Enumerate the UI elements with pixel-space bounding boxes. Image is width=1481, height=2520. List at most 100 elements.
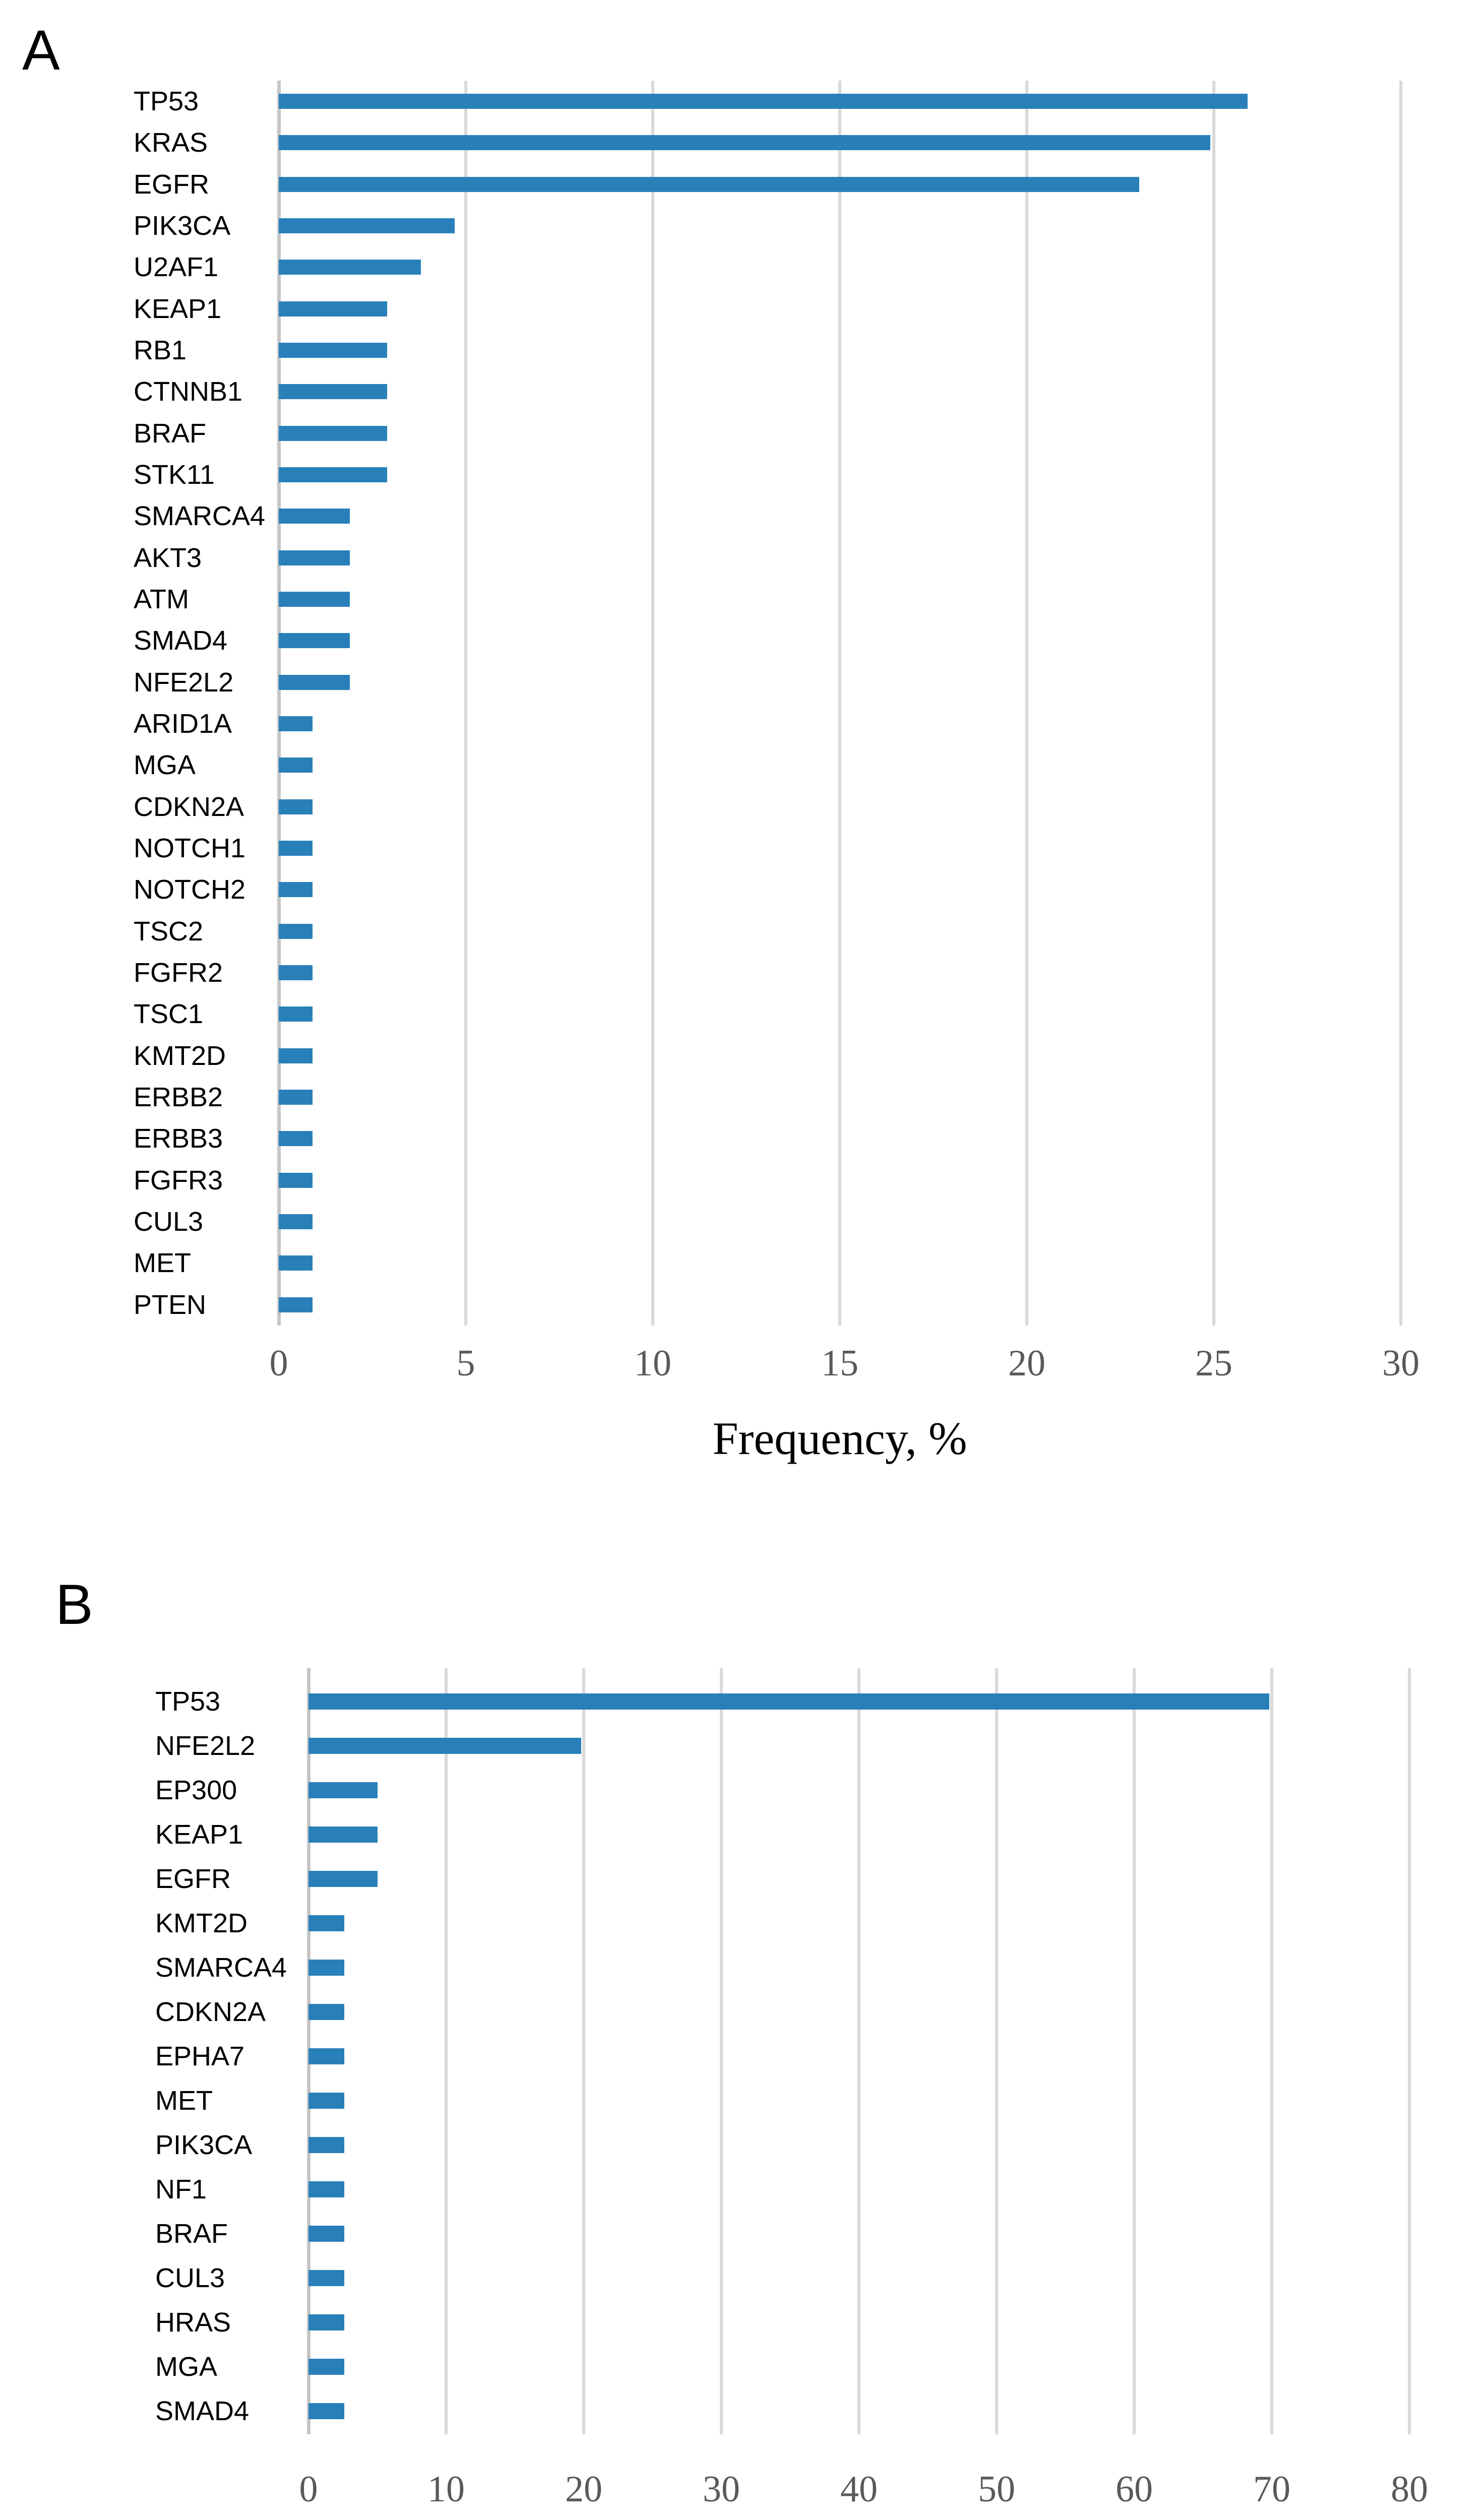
bar-rb1 <box>279 343 387 358</box>
bar-notch2 <box>279 882 313 897</box>
bar-braf <box>308 2226 344 2242</box>
x-tick-label: 20 <box>565 2469 602 2510</box>
bar-fgfr3 <box>279 1173 313 1188</box>
category-label: CDKN2A <box>134 792 244 822</box>
y-axis-line <box>277 81 281 1326</box>
x-tick-label: 30 <box>703 2469 740 2510</box>
category-label: NF1 <box>155 2174 207 2204</box>
bar-egfr <box>308 1871 378 1887</box>
category-label: TSC1 <box>134 999 204 1029</box>
gridline-x-70 <box>1270 1668 1273 2434</box>
x-tick-label: 10 <box>634 1343 671 1384</box>
x-tick-label: 15 <box>821 1343 858 1384</box>
bar-braf <box>279 426 387 441</box>
gridline-x-25 <box>1212 81 1215 1326</box>
bar-tsc2 <box>279 924 313 939</box>
category-label: CDKN2A <box>155 1997 266 2027</box>
category-label: BRAF <box>134 418 207 449</box>
category-label: HRAS <box>155 2307 231 2338</box>
x-tick-label: 80 <box>1391 2469 1428 2510</box>
category-label: FGFR2 <box>134 958 223 988</box>
bar-kras <box>279 135 1210 150</box>
category-label: CUL3 <box>155 2263 225 2293</box>
category-label: PIK3CA <box>155 2130 253 2160</box>
category-label: KEAP1 <box>155 1819 243 1850</box>
bar-cul3 <box>279 1214 313 1229</box>
x-tick-label: 10 <box>427 2469 465 2510</box>
bar-smad4 <box>308 2403 344 2419</box>
bar-nfe2l2 <box>279 675 350 690</box>
panel-letter-a: A <box>22 19 60 82</box>
category-label: TP53 <box>134 86 199 116</box>
x-tick-label: 60 <box>1116 2469 1153 2510</box>
category-label: MET <box>155 2086 213 2116</box>
category-label: AKT3 <box>134 543 202 573</box>
category-label: BRAF <box>155 2219 228 2249</box>
bar-fgfr2 <box>279 965 313 980</box>
category-label: SMARCA4 <box>155 1952 287 1983</box>
category-label: PTEN <box>134 1290 207 1320</box>
bar-atm <box>279 592 350 607</box>
bar-cdkn2a <box>279 799 313 814</box>
bar-keap1 <box>308 1826 378 1843</box>
category-label: KMT2D <box>134 1041 226 1071</box>
bar-tsc1 <box>279 1006 313 1022</box>
category-label: EP300 <box>155 1775 237 1805</box>
bar-met <box>308 2093 344 2109</box>
x-tick-label: 20 <box>1008 1343 1045 1384</box>
category-label: FGFR3 <box>134 1165 223 1195</box>
category-label: CTNNB1 <box>134 376 243 407</box>
panel-letter-b: B <box>55 1573 93 1636</box>
gridline-x-50 <box>995 1668 998 2434</box>
bar-stk11 <box>279 467 387 482</box>
category-label: KRAS <box>134 128 208 158</box>
category-label: STK11 <box>134 460 215 490</box>
category-label: U2AF1 <box>134 252 219 282</box>
category-label: ARID1A <box>134 709 232 739</box>
bar-egfr <box>279 177 1139 192</box>
category-label: KEAP1 <box>134 294 222 324</box>
bar-smarca4 <box>279 509 350 524</box>
bar-met <box>279 1255 313 1271</box>
bar-mga <box>279 758 313 773</box>
bar-erbb3 <box>279 1131 313 1146</box>
bar-kmt2d <box>279 1048 313 1063</box>
gridline-x-20 <box>582 1668 585 2434</box>
bar-u2af1 <box>279 260 421 275</box>
category-label: SMAD4 <box>134 625 228 656</box>
gridline-x-5 <box>464 81 467 1326</box>
category-label: EPHA7 <box>155 2041 245 2071</box>
gridline-x-10 <box>651 81 654 1326</box>
x-axis-title-a: Frequency, % <box>712 1413 967 1464</box>
category-label: ERBB3 <box>134 1123 223 1154</box>
category-label: ATM <box>134 584 189 614</box>
gridline-x-10 <box>445 1668 448 2434</box>
bar-hras <box>308 2314 344 2330</box>
bar-tp53 <box>279 94 1248 109</box>
category-label: MGA <box>134 750 196 780</box>
x-tick-label: 70 <box>1253 2469 1290 2510</box>
category-label: PIK3CA <box>134 211 231 241</box>
bar-smarca4 <box>308 1960 344 1976</box>
x-tick-label: 40 <box>840 2469 878 2510</box>
category-label: NOTCH2 <box>134 874 246 905</box>
bar-pik3ca <box>308 2137 344 2153</box>
category-label: EGFR <box>155 1864 231 1894</box>
category-label: NFE2L2 <box>134 667 234 698</box>
bar-akt3 <box>279 550 350 565</box>
category-label: CUL3 <box>134 1207 204 1237</box>
bar-mga <box>308 2359 344 2375</box>
bar-pik3ca <box>279 218 455 233</box>
category-label: EGFR <box>134 169 210 200</box>
category-label: MET <box>134 1248 191 1278</box>
gridline-x-40 <box>857 1668 860 2434</box>
bar-keap1 <box>279 301 387 317</box>
bar-ep300 <box>308 1782 378 1798</box>
x-tick-label: 5 <box>456 1343 475 1384</box>
gridline-x-60 <box>1133 1668 1136 2434</box>
category-label: SMAD4 <box>155 2396 250 2426</box>
gridline-x-15 <box>838 81 841 1326</box>
category-label: RB1 <box>134 335 187 365</box>
category-label: MGA <box>155 2352 218 2382</box>
